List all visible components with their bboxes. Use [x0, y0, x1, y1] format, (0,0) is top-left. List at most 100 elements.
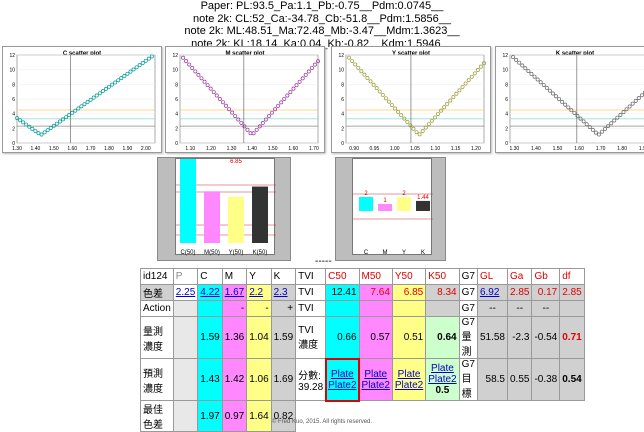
scatter-point	[239, 120, 244, 125]
g7-target-label: G7目標	[458, 358, 478, 401]
x-tick-label: 1.50	[49, 146, 59, 152]
y50-plate-link[interactable]: Plate	[397, 368, 421, 380]
y-link[interactable]: 2.2	[246, 284, 272, 301]
scatter-point	[353, 62, 358, 67]
scatter-point	[64, 115, 69, 120]
scatter-point	[636, 96, 641, 101]
col-c: C	[197, 268, 223, 285]
m50-action	[358, 300, 393, 317]
scatter-point	[300, 76, 305, 81]
scatter-point	[85, 100, 90, 104]
scatter-point	[149, 54, 154, 59]
p-predicted	[172, 358, 199, 401]
scatter-point	[541, 83, 546, 87]
p-measured	[172, 316, 199, 359]
gl-measured: 51.58	[476, 316, 508, 359]
scatter-point	[544, 85, 549, 90]
scatter-point	[538, 80, 543, 85]
scatter-svg: Y scatter plot 0 2 4 6 8 10 12 0.90 0.95 1.00 1.05 1…	[338, 51, 486, 152]
scatter-point	[469, 74, 474, 79]
scatter-point	[21, 120, 26, 125]
scatter-point	[276, 103, 281, 108]
scatter-point	[557, 97, 562, 101]
c-link[interactable]: 4.22	[197, 284, 223, 301]
ga-predicted: 0.55	[506, 358, 533, 401]
scatter-point	[526, 69, 531, 74]
y50-measured: 0.51	[391, 316, 427, 359]
scatter-point	[451, 95, 456, 100]
c50-plate-link[interactable]: Plate	[330, 368, 354, 380]
scatter-point	[242, 124, 247, 129]
x-tick-label: 1.15	[451, 146, 461, 152]
x-tick-label: 1.80	[617, 146, 627, 152]
col-c50: C50	[325, 268, 360, 285]
y-tick-label: 2	[505, 126, 508, 132]
col-p: P	[172, 268, 199, 285]
p-best	[172, 400, 199, 432]
x-tick-label: 1.30	[12, 146, 22, 152]
scatter-point	[42, 130, 47, 135]
y50-plate2-link[interactable]: Plate2	[394, 379, 424, 391]
scatter-point	[27, 124, 32, 129]
p-link[interactable]: 2.25	[172, 284, 199, 301]
scatter-point	[405, 120, 410, 124]
scatter-point	[91, 95, 96, 100]
row-label: Action	[140, 300, 174, 317]
scatter-point	[316, 59, 320, 64]
x-tick-label: 1.70	[596, 146, 606, 152]
gb-measured: -0.54	[531, 316, 561, 359]
scatter-point	[584, 122, 589, 127]
c50-plate2-link[interactable]: Plate2	[328, 379, 357, 391]
scatter-point	[523, 66, 528, 71]
df-action	[559, 300, 585, 317]
bar	[416, 200, 430, 211]
scatter-point	[82, 102, 87, 107]
m-link[interactable]: 1.67	[221, 284, 248, 301]
scatter-point	[396, 109, 401, 114]
y-tick-label: 0	[505, 141, 508, 147]
delta-bar-panel: 2 C 1 M 2 Y 1.44 K	[335, 157, 446, 261]
scatter-point	[131, 67, 136, 72]
scatter-point	[408, 123, 413, 128]
y-tick-label: 2	[12, 126, 15, 132]
bar	[228, 196, 244, 243]
scatter-point	[380, 92, 385, 97]
plot-title: C scatter plot	[63, 51, 101, 57]
scatter-point	[288, 90, 293, 95]
scatter-point	[414, 130, 419, 135]
bar-value-label: 1	[383, 198, 387, 204]
y-tick-label: 2	[175, 126, 178, 132]
scatter-point	[374, 86, 379, 91]
col-k: K	[270, 268, 297, 285]
scatter-point	[15, 116, 19, 120]
scatter-point	[445, 101, 450, 106]
k50-predicted: 0.5	[435, 385, 450, 396]
scatter-point	[94, 93, 99, 98]
gl-link[interactable]: 6.92	[476, 284, 508, 301]
y-tick-label: 10	[502, 68, 508, 74]
scatter-point	[230, 110, 235, 115]
scatter-point	[575, 113, 580, 118]
x-tick-label: 2.00	[141, 146, 151, 152]
bar	[359, 197, 373, 211]
col-k50: K50	[425, 268, 460, 285]
scatter-point	[273, 107, 278, 112]
tvi-label: TVI	[295, 284, 327, 301]
plot-title: M scatter plot	[225, 51, 264, 57]
scatter-point	[439, 108, 444, 113]
y50-plate-cell: Plate Plate2	[391, 358, 427, 401]
c50-plate-cell: Plate Plate2	[324, 357, 361, 402]
k-link[interactable]: 2.3	[270, 284, 297, 301]
scatter-point	[202, 79, 207, 84]
x-tick-label: 1.10	[185, 146, 195, 152]
k50-plate-link[interactable]: Plate	[431, 363, 454, 374]
m50-plate2-link[interactable]: Plate2	[361, 379, 390, 391]
m-scatter-plot: M scatter plot 0 2 4 6 8 10 12 1.10 1.20 1.30 1.40 1…	[165, 46, 325, 153]
k50-plate2-link[interactable]: Plate2	[428, 374, 457, 385]
y-tick-label: 12	[502, 53, 508, 59]
scatter-point	[393, 106, 398, 111]
y-predicted: 1.06	[246, 358, 272, 401]
gb-value: 0.17	[531, 284, 561, 301]
results-table: id124 P C M Y K TVI C50 M50 Y50 K50 G7 G…	[140, 268, 585, 432]
m50-plate-link[interactable]: Plate	[364, 368, 388, 380]
